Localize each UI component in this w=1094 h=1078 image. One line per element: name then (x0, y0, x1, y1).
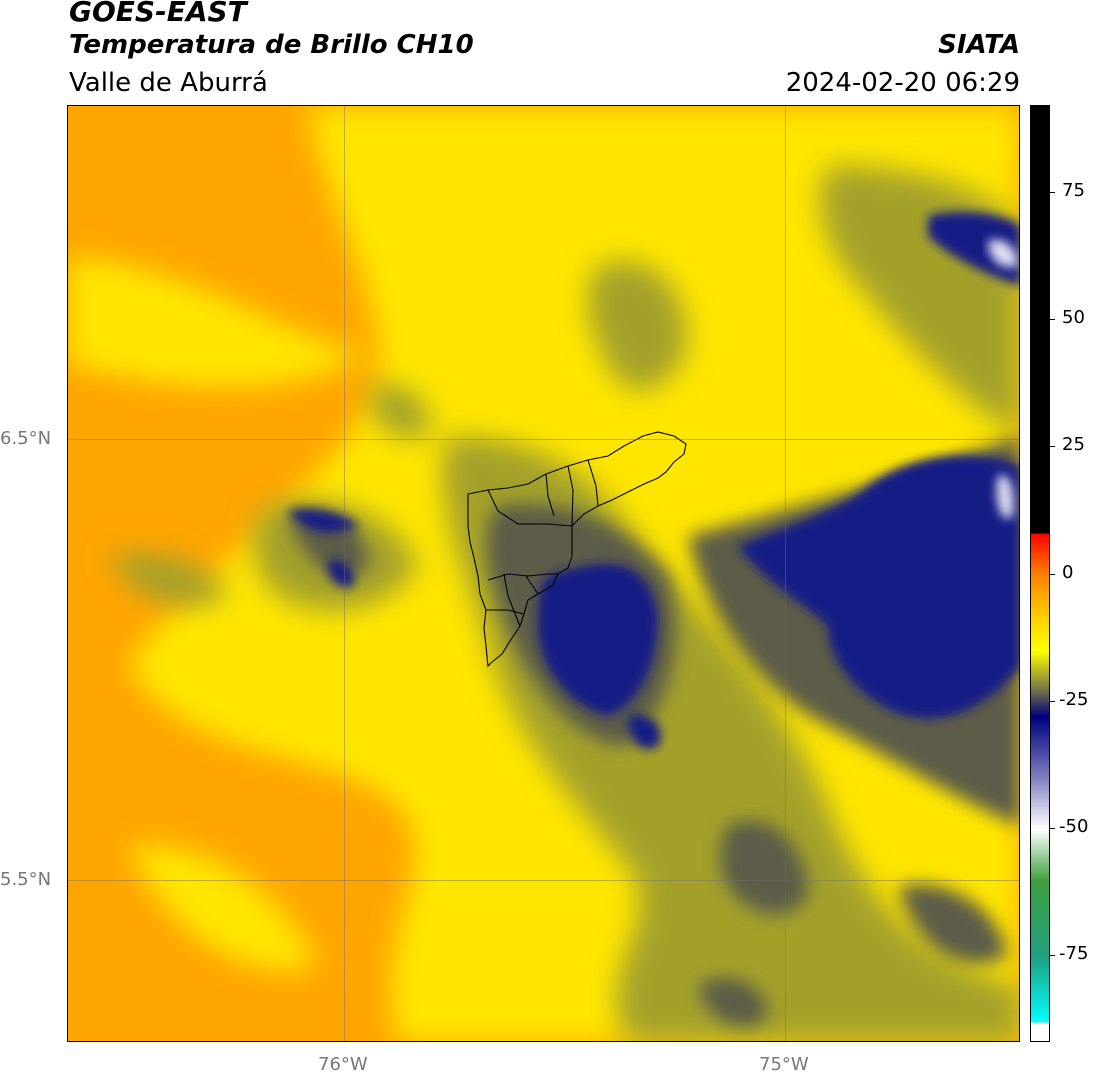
gridline-lat-6-5 (68, 439, 1019, 440)
colorbar-tick (1050, 318, 1055, 320)
colorbar-label: 25 (1062, 434, 1085, 456)
colorbar-tick (1050, 446, 1055, 448)
colorbar (1030, 105, 1050, 1042)
lat-label-6-5: 6.5°N (0, 428, 52, 449)
region-label: Valle de Aburrá (69, 68, 268, 98)
colorbar-tick (1050, 828, 1055, 830)
brightness-temperature-image (68, 106, 1019, 1041)
agency-label: SIATA (938, 30, 1020, 60)
colorbar-label: -25 (1059, 688, 1089, 710)
datetime-label: 2024-02-20 06:29 (785, 68, 1020, 98)
satellite-map (67, 105, 1020, 1042)
gridline-lon-76 (344, 106, 345, 1041)
gridline-lon-75 (785, 106, 786, 1041)
colorbar-label: 50 (1062, 306, 1085, 328)
colorbar-tick (1050, 573, 1055, 575)
lat-label-5-5: 5.5°N (0, 869, 52, 890)
colorbar-label: -50 (1059, 816, 1089, 838)
satellite-title: GOES-EAST (69, 0, 247, 28)
colorbar-gradient (1031, 106, 1049, 1041)
colorbar-tick (1050, 191, 1055, 193)
product-title: Temperatura de Brillo CH10 (69, 30, 474, 60)
colorbar-tick (1050, 955, 1055, 957)
gridline-lat-5-5 (68, 880, 1019, 881)
colorbar-label: -75 (1059, 943, 1089, 965)
colorbar-label: 75 (1062, 179, 1085, 201)
lon-label-76w: 76°W (318, 1054, 368, 1075)
colorbar-label: 0 (1062, 561, 1074, 583)
colorbar-tick (1050, 700, 1055, 702)
municipal-boundaries (467, 431, 687, 668)
lon-label-75w: 75°W (759, 1054, 809, 1075)
